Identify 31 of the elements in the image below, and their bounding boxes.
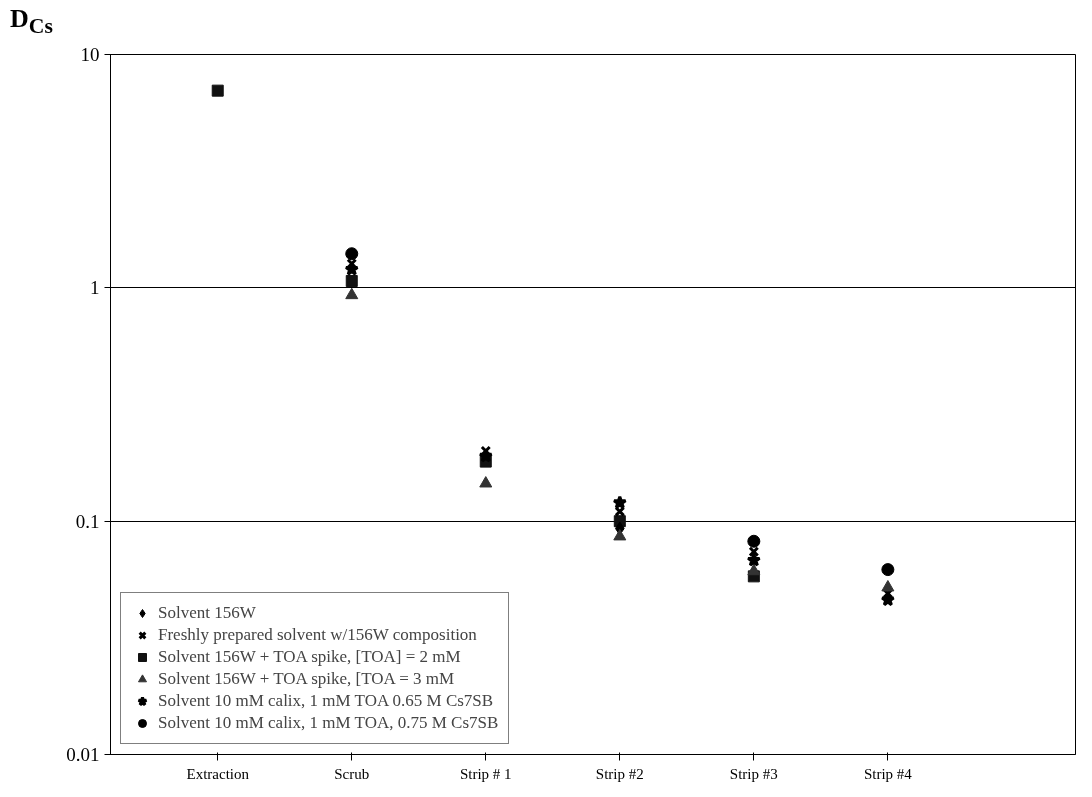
point: [881, 563, 895, 577]
point: [345, 287, 359, 300]
point: [211, 84, 224, 97]
y-tick-label: 0.01: [66, 744, 100, 765]
y-tick-label: 10: [80, 44, 100, 65]
point: [746, 552, 762, 567]
x-tick-label: Strip #3: [729, 765, 778, 782]
legend-label: Freshly prepared solvent w/156W composition: [158, 625, 477, 645]
point: [881, 580, 895, 592]
x-tick-label: Strip # 1: [459, 765, 512, 782]
point: [614, 506, 626, 517]
point: [612, 495, 628, 510]
legend-label: Solvent 156W + TOA spike, [TOA] = 2 mM: [158, 647, 461, 667]
y-axis-title: D$_{Cs}$: [10, 4, 53, 39]
point: [747, 563, 761, 576]
x-tick-label: Strip #4: [863, 765, 913, 782]
point: [613, 529, 627, 541]
legend-label: Solvent 10 mM calix, 1 mM TOA, 0.75 M Cs7SB: [158, 713, 499, 733]
x-tick-label: Scrub: [334, 765, 370, 782]
legend-label: Solvent 156W + TOA spike, [TOA = 3 mM: [158, 669, 455, 689]
legend-label: Solvent 156W: [158, 603, 256, 623]
legend-label: Solvent 10 mM calix, 1 mM TOA 0.65 M Cs7SB: [158, 691, 494, 711]
point: [345, 274, 358, 287]
point: [747, 534, 761, 548]
point: [479, 476, 493, 488]
point: [345, 247, 359, 261]
point: [748, 546, 760, 558]
x-tick-label: Extraction: [186, 765, 250, 782]
x-tick-label: Strip #2: [595, 765, 644, 782]
y-tick-label: 1: [90, 277, 100, 299]
y-tick-label: 0.1: [75, 510, 100, 532]
